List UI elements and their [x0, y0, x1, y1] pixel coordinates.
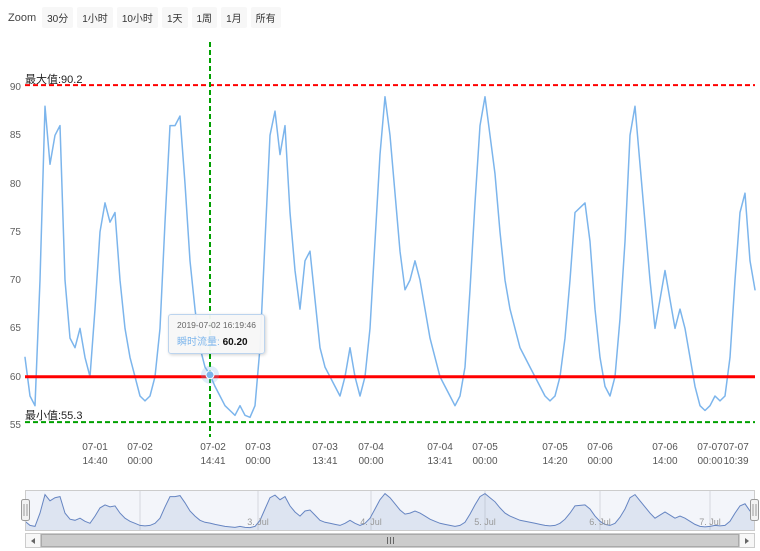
zoom-button-1month[interactable]: 1月: [221, 7, 247, 28]
navigator-handle-right[interactable]: [750, 499, 759, 521]
range-selector: Zoom 30分 1小时 10小时 1天 1周 1月 所有: [8, 7, 281, 28]
scroll-left-icon: [31, 537, 35, 544]
zoom-button-all[interactable]: 所有: [250, 7, 281, 28]
navigator-gridlines: [139, 490, 711, 530]
scrollbar-grip-icon: [386, 537, 388, 544]
scroll-right-icon: [745, 537, 749, 544]
navigator-series-area: [25, 493, 755, 530]
tooltip-value: 60.20: [222, 337, 248, 348]
scrollbar-grip-icon: [392, 537, 394, 544]
zoom-button-30min[interactable]: 30分: [42, 7, 74, 28]
zoom-button-1hour[interactable]: 1小时: [77, 7, 113, 28]
tooltip: 2019-07-02 16:19:46 瞬时流量: 60.20: [168, 314, 265, 354]
scrollbar-right-button[interactable]: [739, 534, 754, 547]
tooltip-value-line: 瞬时流量: 60.20: [177, 333, 256, 348]
zoom-button-1day[interactable]: 1天: [161, 7, 188, 28]
scrollbar-thumb[interactable]: [41, 534, 739, 547]
tooltip-datetime: 2019-07-02 16:19:46: [177, 320, 256, 330]
min-value-label: 最小值:55.3: [25, 410, 83, 422]
navigator-selected-mask[interactable]: [25, 490, 755, 530]
zoom-button-10hour[interactable]: 10小时: [116, 7, 158, 28]
max-value-label: 最大值:90.2: [25, 74, 83, 86]
point-marker[interactable]: [205, 370, 215, 380]
flow-series-line: [24, 95, 756, 419]
scrollbar-left-button[interactable]: [26, 534, 41, 547]
navigator-scrollbar: [25, 533, 755, 548]
tooltip-series-label: 瞬时流量:: [177, 337, 220, 348]
zoom-label: Zoom: [8, 11, 37, 24]
navigator-handle-left[interactable]: [21, 499, 30, 521]
scrollbar-grip-icon: [389, 537, 391, 544]
navigator-series-line: [24, 492, 756, 529]
zoom-button-1week[interactable]: 1周: [191, 7, 218, 28]
